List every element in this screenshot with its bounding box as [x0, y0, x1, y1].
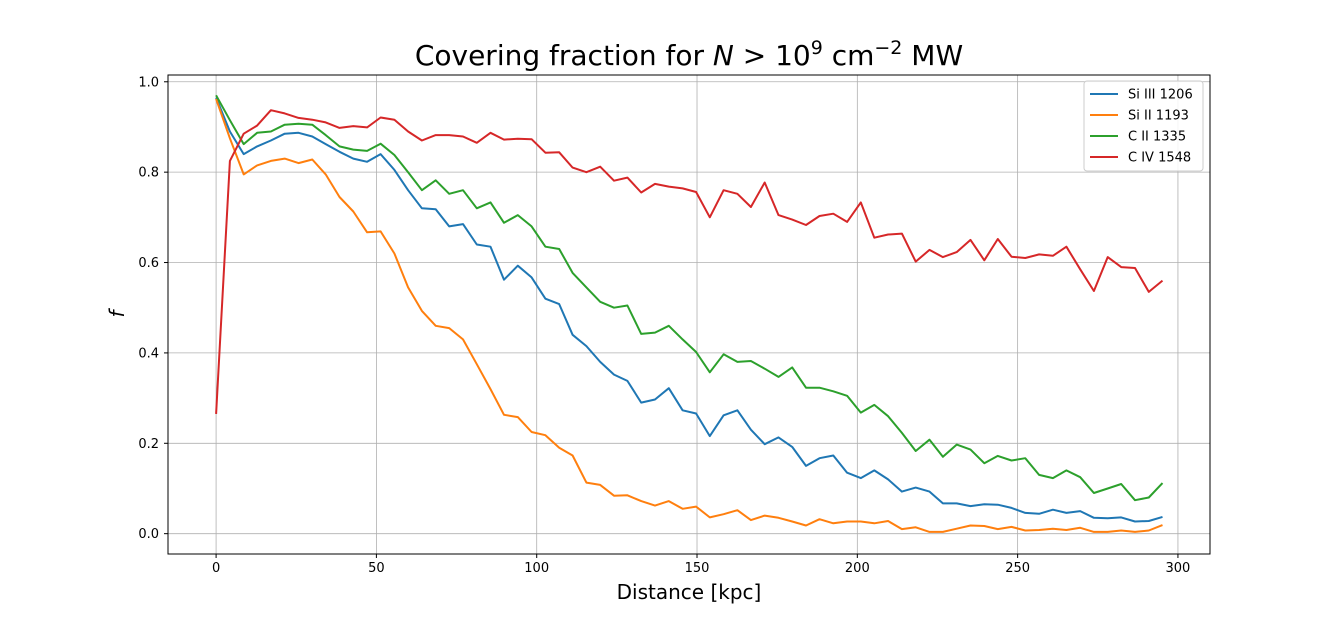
y-tick-label: 0.4	[138, 346, 159, 361]
series-line-c-iv-1548	[215, 109, 1164, 414]
x-tick-label: 100	[524, 561, 549, 576]
series-layer	[215, 94, 1164, 533]
series-line-si-iii-1206	[215, 97, 1163, 523]
x-tick-label: 250	[1005, 561, 1030, 576]
x-tick-label: 50	[368, 561, 385, 576]
grid	[168, 75, 1210, 554]
x-axis-title: Distance [kpc]	[617, 580, 762, 604]
axes-frame	[167, 74, 1211, 555]
legend-label-si-ii-1193: Si II 1193	[1128, 109, 1189, 124]
series-line-c-ii-1335	[215, 94, 1164, 502]
legend-label-si-iii-1206: Si III 1206	[1128, 88, 1193, 103]
legend: Si III 1206 Si II 1193 C II 1335 C IV 1548	[1083, 80, 1204, 172]
x-tick-label: 150	[685, 561, 710, 576]
x-tick-label: 300	[1166, 561, 1191, 576]
legend-label-c-iv-1548: C IV 1548	[1128, 151, 1191, 166]
y-tick-label: 1.0	[138, 75, 159, 90]
legend-label-c-ii-1335: C II 1335	[1128, 130, 1186, 145]
y-tick-label: 0.2	[138, 437, 159, 452]
chart-title: Covering fraction for N > 109 cm−2 MW	[415, 37, 963, 72]
series-line-si-ii-1193	[215, 98, 1163, 533]
legend-box	[1083, 80, 1204, 172]
y-tick-label: 0.6	[138, 256, 159, 271]
y-axis-title: f	[105, 308, 129, 318]
y-tick-label: 0.0	[138, 527, 159, 542]
y-tick-label: 0.8	[138, 166, 159, 181]
x-tick-label: 0	[212, 561, 220, 576]
ticks: 0 50 100 150 200 250 300 0.0 0.2 0.4 0.6 0.8 1.0	[138, 75, 1190, 576]
x-tick-label: 200	[845, 561, 870, 576]
